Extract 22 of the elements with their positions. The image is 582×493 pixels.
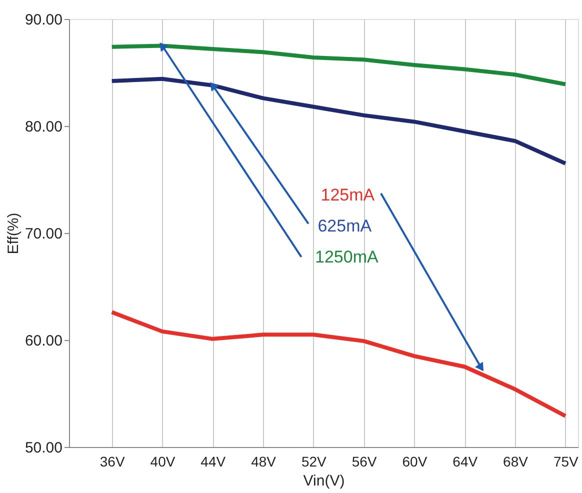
y-tick-label: 70.00 <box>24 226 62 242</box>
x-tick-label: 68V <box>503 454 529 470</box>
y-tick-label: 50.00 <box>24 440 62 456</box>
x-tick-label: 48V <box>251 454 277 470</box>
line-series <box>110 310 568 418</box>
x-tick-label: 44V <box>200 454 226 470</box>
y-tick-label: 60.00 <box>24 332 62 350</box>
y-tick-label: 90.00 <box>24 12 62 28</box>
x-tick-label: 64V <box>452 454 478 470</box>
x-tick-label: 36V <box>100 454 126 470</box>
annotation: 1250mA <box>315 248 379 267</box>
x-tick-label: 52V <box>301 454 328 470</box>
x-tick-label: 75V <box>553 454 580 470</box>
line-series <box>110 76 568 166</box>
x-tick-label: 40V <box>150 454 176 470</box>
x-tick-label: 60V <box>402 454 428 470</box>
annotation: 125mA <box>320 186 376 205</box>
x-axis-title: Vin(V) <box>303 472 345 490</box>
y-tick-label: 80.00 <box>24 118 62 136</box>
x-tick-label: 56V <box>352 454 378 470</box>
y-axis-title: Eff(%) <box>4 212 22 254</box>
annotation: 625mA <box>318 216 372 236</box>
